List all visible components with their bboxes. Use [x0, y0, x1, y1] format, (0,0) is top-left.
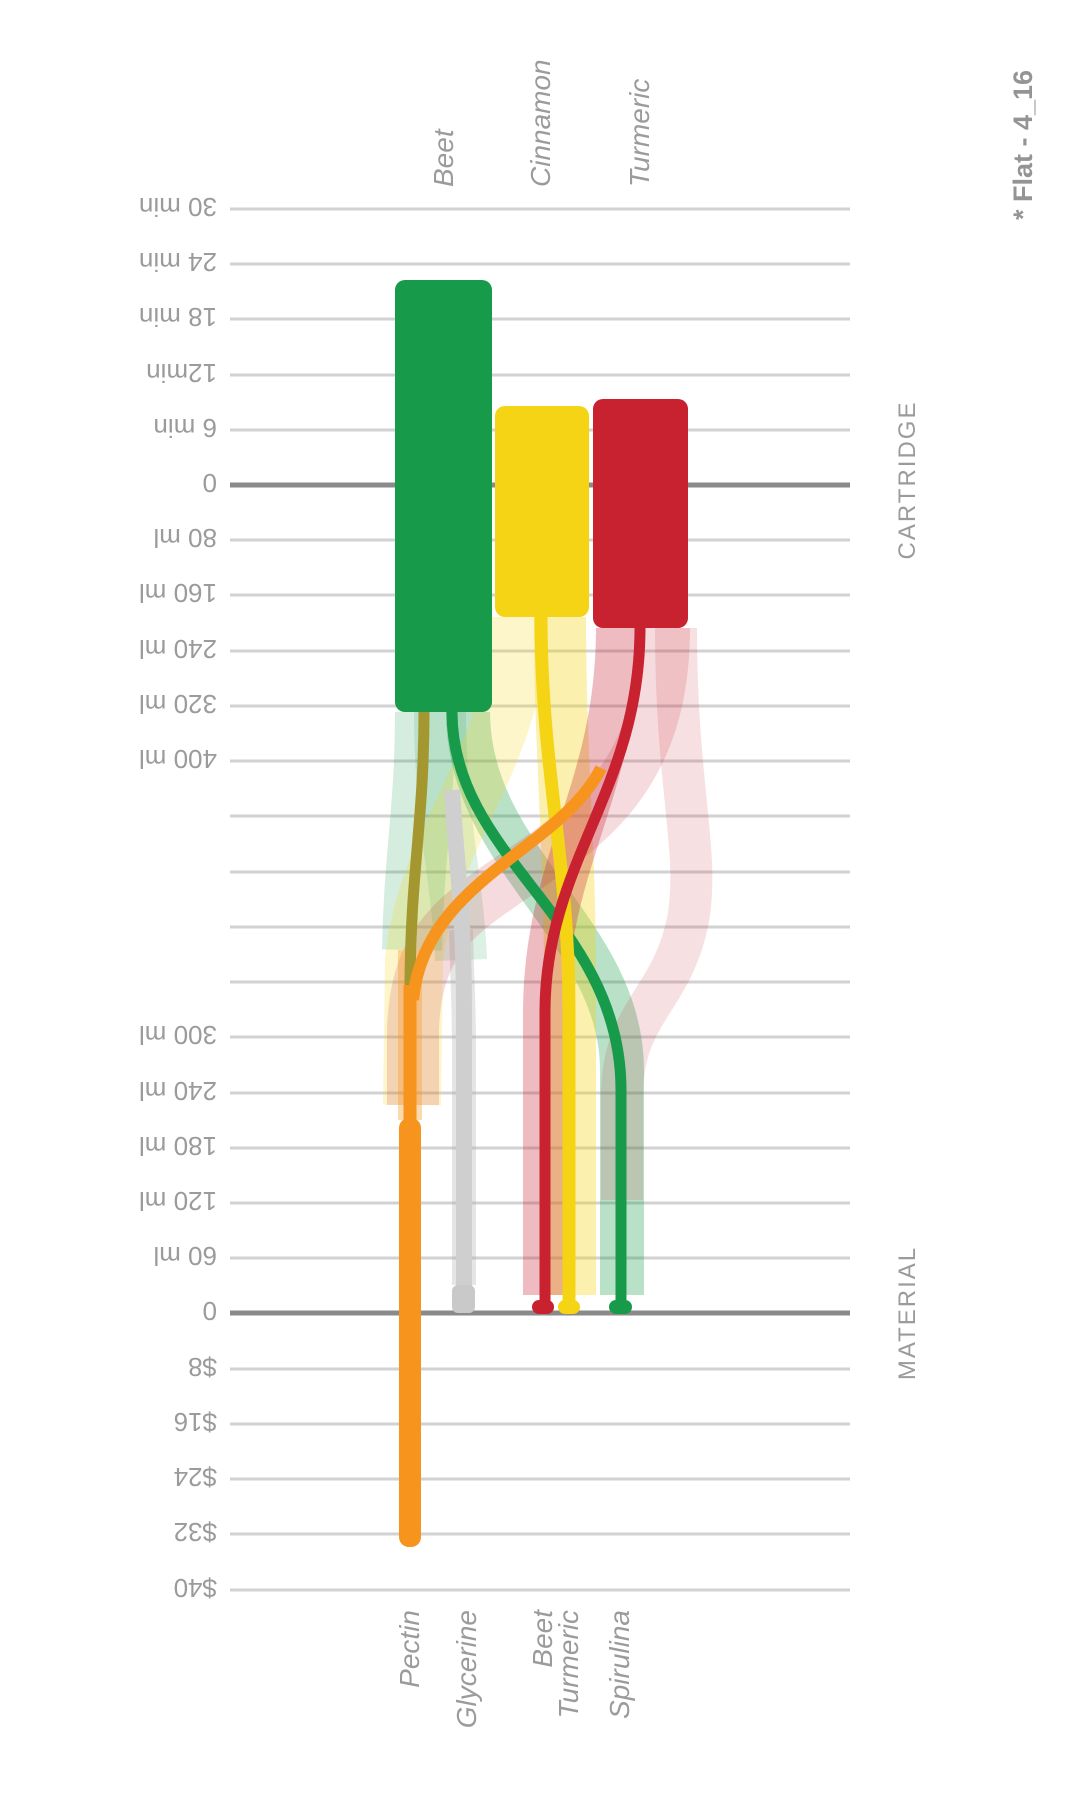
axis-tick-label: 60 ml: [153, 1241, 217, 1271]
axis-tick-label: 160 ml: [138, 578, 217, 608]
axis-tick-label: 0: [202, 468, 217, 498]
cartridge-label-cinnamon: Cinnamon: [525, 59, 556, 187]
glycerine-node-cap: [452, 1285, 475, 1313]
spine-beet-pectin-olive: [404, 711, 430, 1000]
axis-tick-label: $32: [173, 1517, 217, 1547]
axis-tick-label: 30 min: [138, 192, 217, 222]
beet-cartridge-bar: [395, 280, 492, 712]
axis-tick-label: 300 ml: [138, 1020, 217, 1050]
material-section-label: MATERIAL: [894, 1245, 921, 1381]
cartridge-label-beet: Beet: [428, 129, 459, 187]
axis-tick-label: 320 ml: [138, 689, 217, 719]
axis-tick-label: 6 min: [153, 413, 217, 443]
material-label-pectin: Pectin: [394, 1610, 425, 1688]
axis-tick-label: 240 ml: [138, 634, 217, 664]
pectin-material-bar: [399, 1118, 421, 1547]
axis-tick-label: 18 min: [138, 302, 217, 332]
material-label-glycerine: Glycerine: [451, 1610, 482, 1729]
axis-tick-label: 400 ml: [138, 744, 217, 774]
axis-tick-label: 24 min: [138, 247, 217, 277]
axis-tick-label: 120 ml: [138, 1186, 217, 1216]
axis-tick-label: $16: [173, 1407, 217, 1437]
cartridge-label-turmeric: Turmeric: [624, 78, 655, 187]
material-label-turmeric: Turmeric: [553, 1610, 584, 1719]
spine-turmeric-beet-red: [539, 627, 646, 1303]
axis-tick-label: $8: [188, 1352, 217, 1382]
turmeric-node-cap: [558, 1300, 580, 1314]
material-label-spirulina: Spirulina: [604, 1610, 635, 1719]
beet-node-cap: [532, 1300, 554, 1314]
axis-tick-label: 12min: [146, 358, 217, 388]
spine-turmeric-pectin-orange: [407, 765, 607, 1001]
turmeric-cartridge-bar: [593, 399, 688, 628]
cinnamon-cartridge-bar: [495, 406, 589, 617]
axis-tick-label: $40: [173, 1573, 217, 1603]
flow-turmeric-right-band: [601, 627, 713, 1200]
cartridge-section-label: CARTRIDGE: [894, 400, 921, 560]
spirulina-node-cap: [609, 1300, 632, 1314]
spine-beet-spirulina-green: [446, 711, 627, 1303]
axis-tick-label: 0: [202, 1296, 217, 1326]
axis-tick-label: 180 ml: [138, 1131, 217, 1161]
axis-tick-label: 240 ml: [138, 1076, 217, 1106]
axis-tick-label: $24: [173, 1462, 217, 1492]
flow-cinnamon-pectin-band: [383, 616, 547, 1106]
chart-title: * Flat - 4_16: [1008, 69, 1038, 220]
axis-tick-label: 80 ml: [153, 523, 217, 553]
